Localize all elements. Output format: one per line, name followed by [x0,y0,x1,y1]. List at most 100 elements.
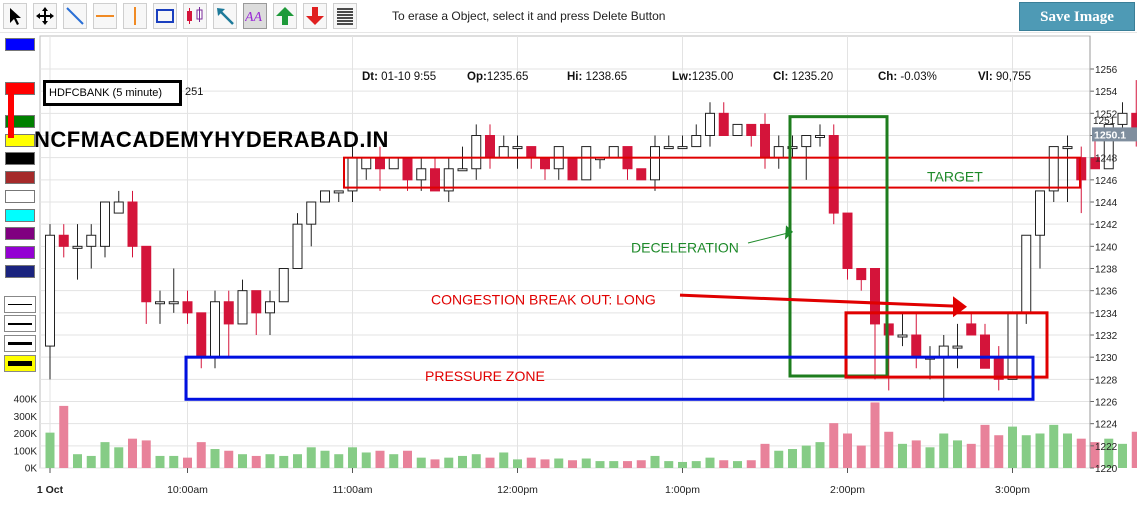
volume-bar [141,440,151,468]
volume-bar [1090,442,1100,468]
candle-body [237,290,248,325]
ohlc-change: Ch: -0.03% [878,71,937,83]
partial-price-label: 1251 [1093,116,1116,127]
vertical-line-tool-icon[interactable] [123,3,147,29]
candle-body [815,135,825,138]
volume-bar [939,433,949,468]
price-tick-label: 1222 [1095,442,1118,453]
line-width-option[interactable] [4,335,36,352]
price-chart[interactable]: 1220 1222 1224 1226 1228 1230 1232 1234 1236 1238… [0,33,1137,511]
color-swatch[interactable] [5,171,35,184]
candle-body [251,290,262,314]
line-width-option[interactable] [4,355,36,372]
volume-bar [733,461,742,468]
volume-bar [581,458,591,468]
volume-bar [623,461,632,468]
price-tick-label: 1228 [1095,375,1118,386]
candle-pattern-tool-icon[interactable] [183,3,207,29]
volume-bar [801,445,811,468]
candle-body [801,135,812,148]
candle-body [1062,146,1073,150]
volume-bar [375,450,385,468]
volume-bar [746,460,756,468]
time-tick-label: 1:00pm [665,484,700,496]
current-price-tag [1092,127,1137,142]
candle-body [1103,123,1114,170]
candle-body [127,201,138,247]
candle-body [1117,112,1128,125]
volume-tick-label: 100K [14,446,38,457]
candle-body [58,234,69,247]
volume-bar [664,461,674,468]
volume-bar [114,447,124,468]
volume-bar [1021,435,1031,468]
candle-body [210,301,220,358]
color-swatch[interactable] [5,152,35,165]
congestion-label: CONGESTION BREAK OUT: LONG [431,291,656,307]
volume-bar [251,455,261,468]
volume-bar [898,443,907,468]
rectangle-tool-icon[interactable] [153,3,177,29]
candle-body [471,135,482,170]
volume-bar [980,424,990,468]
volume-bar [485,457,495,468]
candle-body [512,146,523,150]
text-tool-icon[interactable]: AA [243,3,267,29]
volume-bar [183,457,192,468]
volume-bar [348,447,357,468]
candle-body [113,201,124,214]
horizontal-line-tool-icon[interactable] [93,3,117,29]
move-tool-icon[interactable] [33,3,57,29]
candle-body [168,301,179,305]
price-tick-label: 1238 [1095,265,1118,276]
deceleration-pointer [747,232,789,244]
line-width-option[interactable] [4,296,36,313]
volume-bar [526,457,536,468]
volume-bar [595,461,605,468]
time-tick-label: 2:00pm [830,484,865,496]
candle-body [636,168,647,181]
candle-body [306,201,317,225]
color-swatch[interactable] [5,209,35,222]
candle-body [581,146,592,181]
volume-bar [829,423,839,468]
candle-body [760,123,770,159]
up-arrow-tool-icon[interactable] [273,3,297,29]
candle-body [787,146,798,150]
price-tick-label: 1232 [1095,331,1118,342]
volume-bar [774,450,784,468]
color-swatch[interactable] [5,38,35,51]
volume-bar [568,460,577,468]
color-swatch[interactable] [5,190,35,203]
volume-bar [444,457,454,468]
color-swatch[interactable] [5,227,35,240]
candle-body [828,135,839,214]
line-width-option[interactable] [4,315,36,332]
volume-bar [1118,443,1127,468]
chart-canvas[interactable]: 1220 1222 1224 1226 1228 1230 1232 1234 1236 1238… [0,33,1137,511]
candle-body [361,157,372,170]
color-swatch[interactable] [5,265,35,278]
candle-body [650,146,660,181]
candle-body [980,334,990,369]
candle-body [773,146,784,159]
candle-body [856,268,867,281]
candle-body [430,168,440,192]
volume-bar [719,460,729,468]
save-image-button[interactable]: Save Image [1019,2,1135,31]
arrow-tool-icon[interactable] [213,3,237,29]
volume-bar [815,442,825,468]
candle-body [72,245,83,249]
volume-bar [554,458,564,468]
candle-body [141,245,152,303]
volume-bar [293,454,302,468]
time-tick-label: 10:00am [167,484,208,496]
pointer-tool-icon[interactable] [3,3,27,29]
trendline-tool-icon[interactable] [63,3,87,29]
volume-bar [100,442,110,468]
fibonacci-tool-icon[interactable] [333,3,357,29]
volume-bar [513,459,522,468]
down-arrow-tool-icon[interactable] [303,3,327,29]
volume-bar [856,445,866,468]
color-swatch[interactable] [5,246,35,259]
